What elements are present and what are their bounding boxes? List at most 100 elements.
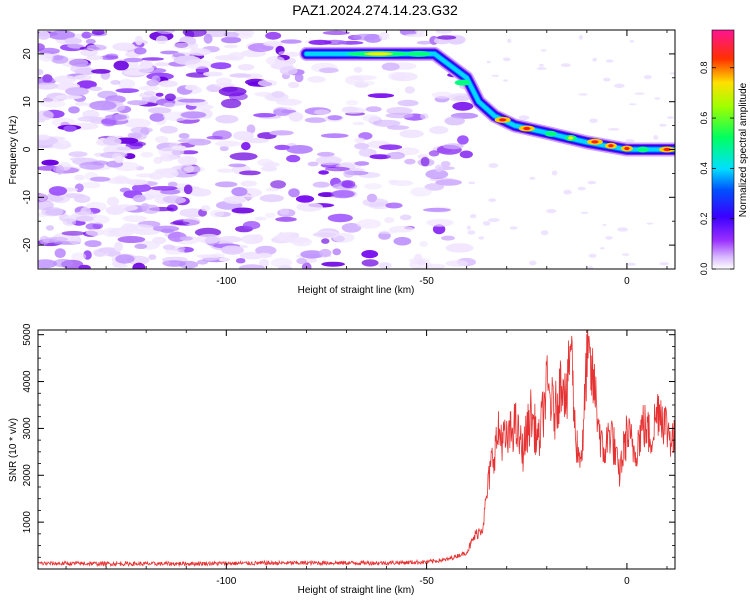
spectrogram-blob bbox=[659, 262, 670, 266]
spectrogram-blob bbox=[415, 30, 426, 35]
spectrogram-blob bbox=[74, 101, 88, 106]
spectrogram-blob bbox=[254, 216, 267, 221]
spectrogram-blob bbox=[440, 161, 451, 167]
spectrogram-blob bbox=[488, 218, 500, 223]
spectrogram-blob bbox=[46, 225, 54, 231]
spectrogram-blob bbox=[40, 100, 66, 108]
spectrogram-blob bbox=[120, 223, 138, 233]
spectrogram-blob bbox=[529, 260, 537, 266]
spectrogram-blob bbox=[210, 62, 232, 70]
spectrogram-blob bbox=[130, 126, 153, 134]
spectrogram-blob bbox=[160, 228, 175, 233]
spectrogram-blob bbox=[257, 79, 277, 87]
snr-series bbox=[38, 330, 675, 568]
spectrogram-blob bbox=[321, 238, 330, 244]
colorbar-label: Normalized spectral amplitude bbox=[738, 82, 749, 217]
spectrogram-ridge-core bbox=[499, 118, 507, 122]
spectrogram-blob bbox=[140, 151, 154, 158]
spectrogram-blob bbox=[65, 193, 85, 199]
spectrogram-blob bbox=[84, 240, 102, 248]
spectrogram-blob bbox=[48, 186, 67, 196]
spectrogram-blob bbox=[602, 224, 607, 226]
spectrogram-blob bbox=[378, 230, 398, 234]
spectrogram-blob bbox=[425, 169, 449, 180]
spectrogram-blob bbox=[123, 57, 144, 63]
spectrogram-blob bbox=[589, 118, 598, 124]
spectrogram-blob bbox=[319, 248, 332, 257]
spectrogram-blob bbox=[102, 137, 122, 146]
spectrogram-blob bbox=[364, 183, 382, 190]
spectrogram-ridge-core bbox=[608, 144, 614, 148]
spectrogram-blob bbox=[221, 98, 242, 109]
spectrogram-blob bbox=[265, 187, 280, 192]
spectrogram-blob bbox=[214, 140, 242, 147]
spectrogram-blob bbox=[156, 35, 168, 45]
spectrogram-blob bbox=[365, 106, 382, 113]
spectrogram-blob bbox=[578, 35, 583, 40]
spectrogram-blob bbox=[177, 98, 206, 103]
spectrogram-blob bbox=[45, 236, 68, 242]
spectrogram-blob bbox=[607, 128, 620, 131]
spectrogram-blob bbox=[70, 157, 86, 162]
snr-x-label: Height of straight line (km) bbox=[298, 585, 415, 596]
spectrogram-ridge-core bbox=[640, 147, 646, 152]
spectrogram-blob bbox=[420, 113, 429, 120]
y-tick-label: 2000 bbox=[22, 464, 33, 487]
spectrogram-blob bbox=[228, 92, 248, 101]
spectrogram-blob bbox=[320, 133, 349, 139]
spectrogram-blob bbox=[466, 225, 471, 230]
spectrogram-blob bbox=[184, 59, 212, 69]
spectrogram-blob bbox=[86, 55, 104, 61]
spectrogram-blob bbox=[529, 176, 536, 180]
spectrogram-blob bbox=[669, 72, 675, 75]
spectrogram-blob bbox=[114, 155, 124, 163]
y-tick-label: 20 bbox=[22, 48, 33, 60]
spectrogram-blob bbox=[74, 183, 84, 193]
spectrogram-blob bbox=[279, 66, 298, 76]
spectrogram-blob bbox=[536, 67, 547, 70]
spectrogram-blob bbox=[288, 81, 300, 89]
spectrogram-blob bbox=[435, 179, 462, 186]
spectrogram-blob bbox=[134, 243, 148, 249]
spectrogram-blob bbox=[361, 250, 379, 259]
spectrogram-blob bbox=[592, 57, 598, 62]
spectrogram-blob bbox=[397, 99, 419, 107]
spectrogram-noise bbox=[38, 30, 675, 269]
snr-y-ticks: 1000 2000 3000 4000 5000 bbox=[22, 323, 675, 558]
spectrogram-blob bbox=[274, 144, 291, 150]
spectrogram-blob bbox=[654, 97, 661, 100]
spectrogram-blob bbox=[172, 42, 193, 50]
spectrogram-blob bbox=[246, 124, 256, 134]
spectrogram-blob bbox=[428, 150, 440, 157]
spectrogram-blob bbox=[233, 131, 254, 141]
spectrogram-blob bbox=[216, 168, 235, 173]
colorbar-tick-label: 0.8 bbox=[699, 61, 709, 74]
spectrogram-blob bbox=[43, 97, 59, 103]
spectrogram-blob bbox=[38, 30, 51, 40]
spectrogram-blob bbox=[68, 151, 88, 158]
spectrogram-blob bbox=[441, 235, 455, 241]
spectrogram-blob bbox=[71, 252, 87, 261]
spectrogram-blob bbox=[442, 143, 464, 150]
spectrogram-blob bbox=[420, 156, 430, 167]
spectrogram-blob bbox=[92, 222, 104, 230]
spectrogram-blob bbox=[386, 151, 406, 160]
spectrogram-blob bbox=[117, 236, 146, 243]
spectrogram-ridge-core bbox=[568, 136, 574, 140]
spectrogram-blob bbox=[629, 40, 635, 43]
spectrogram-blob bbox=[218, 257, 230, 262]
spectrogram-blob bbox=[203, 33, 213, 44]
spectrogram-blob bbox=[352, 121, 365, 126]
spectrogram-blob bbox=[634, 92, 646, 95]
spectrogram-blob bbox=[409, 260, 432, 269]
spectrogram-blob bbox=[486, 60, 491, 64]
y-tick-label: -20 bbox=[22, 237, 33, 252]
spectrogram-blob bbox=[182, 30, 207, 37]
spectrogram-blob bbox=[467, 230, 476, 235]
spectrogram-blob bbox=[184, 84, 199, 91]
spectrogram-blob bbox=[132, 194, 146, 203]
spectrogram-blob bbox=[38, 69, 44, 76]
spectrogram-blob bbox=[89, 86, 103, 92]
spectrogram-blob bbox=[419, 240, 428, 247]
